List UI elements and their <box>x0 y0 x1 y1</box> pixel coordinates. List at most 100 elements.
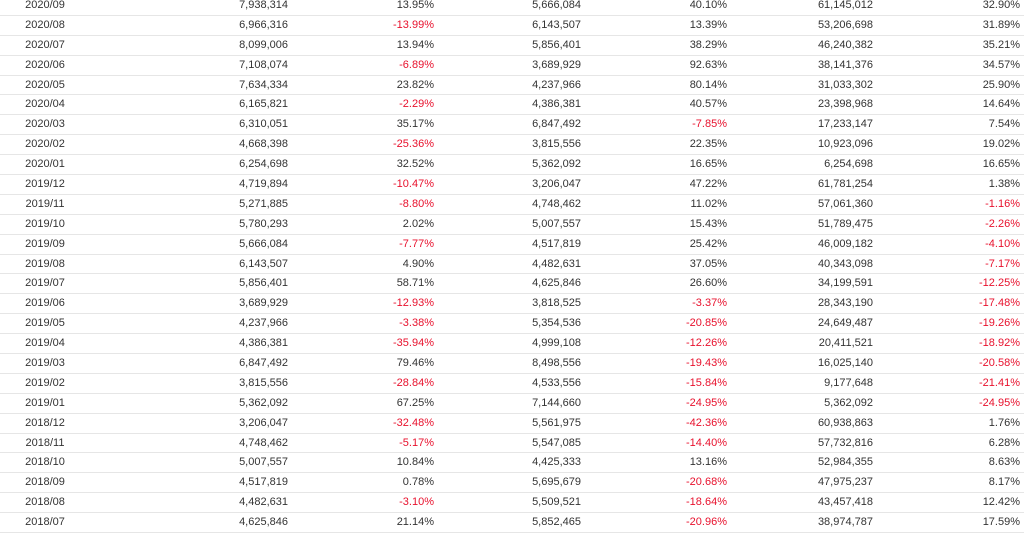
total-cell: 17,233,147 <box>817 118 873 131</box>
month-cell: 2018/07 <box>25 516 65 529</box>
change-cell: 67.25% <box>396 396 434 409</box>
total-cell: 34,199,591 <box>817 277 873 290</box>
change-cell: 16.65% <box>689 158 727 171</box>
change-cell: -35.94% <box>393 337 434 350</box>
total-cell: 40,343,098 <box>817 257 873 270</box>
change-cell: 11.02% <box>690 197 728 210</box>
change-cell: -20.85% <box>686 317 727 330</box>
month-cell: 2019/10 <box>25 217 65 230</box>
change-cell: -42.36% <box>686 416 727 429</box>
value-cell: 5,856,401 <box>239 277 288 290</box>
month-cell: 2020/06 <box>25 58 65 71</box>
change-cell: 79.46% <box>396 357 434 370</box>
table-row: 2020/05 7,634,334 23.82% 4,237,966 80.14% 31,… <box>0 76 1024 96</box>
change-cell: -12.25% <box>979 277 1020 290</box>
value-cell: 3,689,929 <box>532 58 581 71</box>
value-cell: 6,254,698 <box>239 158 288 171</box>
change-cell: -7.77% <box>399 237 434 250</box>
value-cell: 4,625,846 <box>239 516 288 529</box>
change-cell: 8.17% <box>988 476 1020 489</box>
table-row: 2020/04 6,165,821 -2.29% 4,386,381 40.57% 23,… <box>0 95 1024 116</box>
value-cell: 5,007,557 <box>239 456 288 469</box>
value-cell: 8,099,006 <box>239 38 288 51</box>
month-cell: 2020/07 <box>25 38 65 51</box>
change-cell: -20.68% <box>686 476 727 489</box>
month-cell: 2019/09 <box>25 237 65 250</box>
change-cell: -8.80% <box>399 197 434 210</box>
total-cell: 31,033,302 <box>817 78 873 91</box>
value-cell: 4,719,894 <box>239 178 288 191</box>
total-cell: 9,177,648 <box>824 376 873 389</box>
value-cell: 4,533,556 <box>532 376 581 389</box>
change-cell: -1.16% <box>985 197 1020 210</box>
total-cell: 53,206,698 <box>817 18 873 31</box>
change-cell: 22.35% <box>689 138 727 151</box>
month-cell: 2019/01 <box>25 396 65 409</box>
value-cell: 3,206,047 <box>532 178 581 191</box>
table-row: 2018/09 4,517,819 0.78% 5,695,679 -20.68% 47,… <box>0 473 1024 494</box>
change-cell: 37.05% <box>689 257 727 270</box>
change-cell: 0.78% <box>402 476 434 489</box>
change-cell: -3.37% <box>692 297 727 310</box>
value-cell: 5,271,885 <box>239 197 288 210</box>
value-cell: 4,482,631 <box>532 257 581 270</box>
value-cell: 4,237,966 <box>239 317 288 330</box>
table-row: 2019/02 3,815,556 -28.84% 4,533,556 -15.84% 9… <box>0 374 1024 394</box>
change-cell: 8.63% <box>988 456 1020 469</box>
month-cell: 2020/04 <box>25 98 65 111</box>
change-cell: 32.90% <box>982 0 1020 11</box>
change-cell: -2.26% <box>985 217 1020 230</box>
change-cell: -19.26% <box>979 317 1020 330</box>
value-cell: 7,634,334 <box>239 78 288 91</box>
value-cell: 6,847,492 <box>239 357 288 370</box>
value-cell: 5,362,092 <box>532 158 581 171</box>
value-cell: 5,780,293 <box>239 217 288 230</box>
change-cell: -19.43% <box>686 357 727 370</box>
total-cell: 20,411,521 <box>818 337 873 350</box>
change-cell: 13.94% <box>396 38 434 51</box>
table-row: 2018/07 4,625,846 21.14% 5,852,465 -20.96% 38… <box>0 513 1024 533</box>
change-cell: -12.26% <box>686 337 727 350</box>
change-cell: -24.95% <box>686 396 727 409</box>
change-cell: -5.17% <box>399 436 434 449</box>
change-cell: -3.38% <box>399 317 434 330</box>
change-cell: 40.57% <box>689 98 727 111</box>
value-cell: 4,625,846 <box>532 277 581 290</box>
total-cell: 57,732,816 <box>817 436 873 449</box>
change-cell: 13.39% <box>689 18 727 31</box>
change-cell: 31.89% <box>982 18 1020 31</box>
total-cell: 57,061,360 <box>817 197 873 210</box>
table-row: 2018/10 5,007,557 10.84% 4,425,333 13.16% 52,… <box>0 453 1024 474</box>
total-cell: 6,254,698 <box>824 158 873 171</box>
value-cell: 3,818,525 <box>532 297 581 310</box>
table-row: 2020/02 4,668,398 -25.36% 3,815,556 22.35% 10… <box>0 135 1024 156</box>
value-cell: 5,362,092 <box>239 396 288 409</box>
value-cell: 4,748,462 <box>239 436 288 449</box>
month-cell: 2019/04 <box>25 337 65 350</box>
total-cell: 43,457,418 <box>817 496 873 509</box>
total-cell: 16,025,140 <box>817 357 873 370</box>
value-cell: 5,852,465 <box>532 516 581 529</box>
value-cell: 3,689,929 <box>239 297 288 310</box>
change-cell: 2.02% <box>402 217 434 230</box>
month-cell: 2019/02 <box>25 376 65 389</box>
total-cell: 61,145,012 <box>817 0 873 11</box>
value-cell: 5,666,084 <box>239 237 288 250</box>
value-cell: 3,815,556 <box>239 376 288 389</box>
value-cell: 6,165,821 <box>239 98 288 111</box>
value-cell: 5,509,521 <box>532 496 581 509</box>
change-cell: -2.29% <box>399 98 434 111</box>
table-row: 2019/09 5,666,084 -7.77% 4,517,819 25.42% 46,… <box>0 235 1024 255</box>
change-cell: 13.16% <box>689 456 727 469</box>
month-cell: 2020/02 <box>25 138 65 151</box>
change-cell: -10.47% <box>393 178 434 191</box>
table-row: 2020/06 7,108,074 -6.89% 3,689,929 92.63% 38,… <box>0 56 1024 76</box>
change-cell: 35.17% <box>396 118 434 131</box>
table-row: 2018/08 4,482,631 -3.10% 5,509,521 -18.64% 43… <box>0 493 1024 514</box>
month-cell: 2018/09 <box>25 476 65 489</box>
total-cell: 28,343,190 <box>817 297 873 310</box>
value-cell: 7,938,314 <box>239 0 288 11</box>
value-cell: 4,425,333 <box>532 456 581 469</box>
change-cell: -21.41% <box>979 376 1020 389</box>
change-cell: 47.22% <box>689 178 727 191</box>
